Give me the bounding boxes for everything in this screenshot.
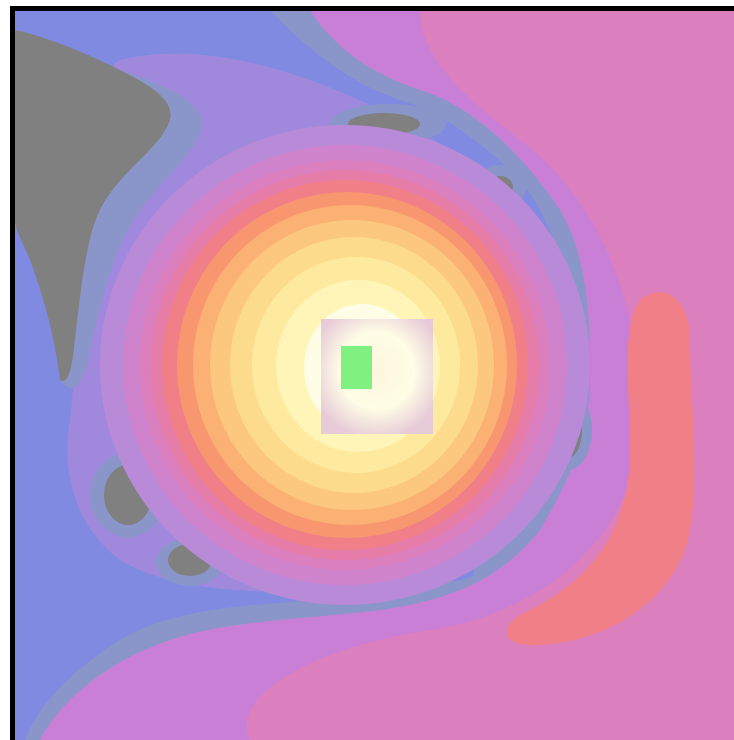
field-rose-streak [506,292,695,646]
probe-square[interactable] [321,319,433,434]
field-void-rim [60,70,202,389]
frame-top-border [10,6,734,11]
field-void-topleft [15,30,171,381]
frame-left-border [10,6,15,740]
position-marker[interactable] [341,346,372,389]
